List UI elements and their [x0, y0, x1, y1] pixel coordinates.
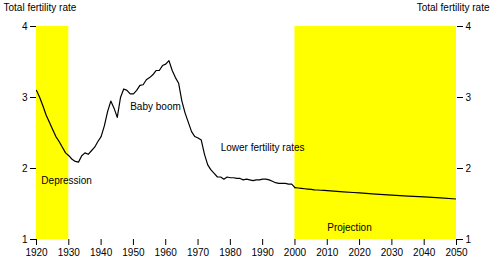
- svg-text:2020: 2020: [348, 247, 371, 258]
- svg-text:1930: 1930: [58, 247, 81, 258]
- svg-text:1950: 1950: [122, 247, 145, 258]
- svg-text:Depression: Depression: [41, 175, 92, 186]
- svg-text:1960: 1960: [155, 247, 178, 258]
- svg-text:3: 3: [22, 92, 28, 103]
- svg-text:2030: 2030: [381, 247, 404, 258]
- svg-text:2040: 2040: [413, 247, 436, 258]
- svg-text:1990: 1990: [252, 247, 275, 258]
- svg-text:Projection: Projection: [327, 222, 371, 233]
- svg-text:1970: 1970: [187, 247, 210, 258]
- svg-text:3: 3: [466, 92, 472, 103]
- svg-text:Baby boom: Baby boom: [130, 101, 181, 112]
- svg-text:1: 1: [466, 234, 472, 245]
- svg-text:2050: 2050: [445, 247, 468, 258]
- svg-text:2010: 2010: [316, 247, 339, 258]
- svg-text:1920: 1920: [25, 247, 48, 258]
- svg-text:Total fertility rate: Total fertility rate: [417, 2, 490, 13]
- svg-text:Lower fertility rates: Lower fertility rates: [221, 142, 305, 153]
- svg-text:4: 4: [466, 21, 472, 32]
- svg-text:Total fertility rate: Total fertility rate: [4, 2, 77, 13]
- svg-text:2000: 2000: [284, 247, 307, 258]
- svg-text:2: 2: [22, 163, 28, 174]
- svg-text:1: 1: [22, 234, 28, 245]
- svg-text:1980: 1980: [219, 247, 242, 258]
- svg-text:2: 2: [466, 163, 472, 174]
- svg-text:4: 4: [22, 21, 28, 32]
- svg-text:1940: 1940: [90, 247, 113, 258]
